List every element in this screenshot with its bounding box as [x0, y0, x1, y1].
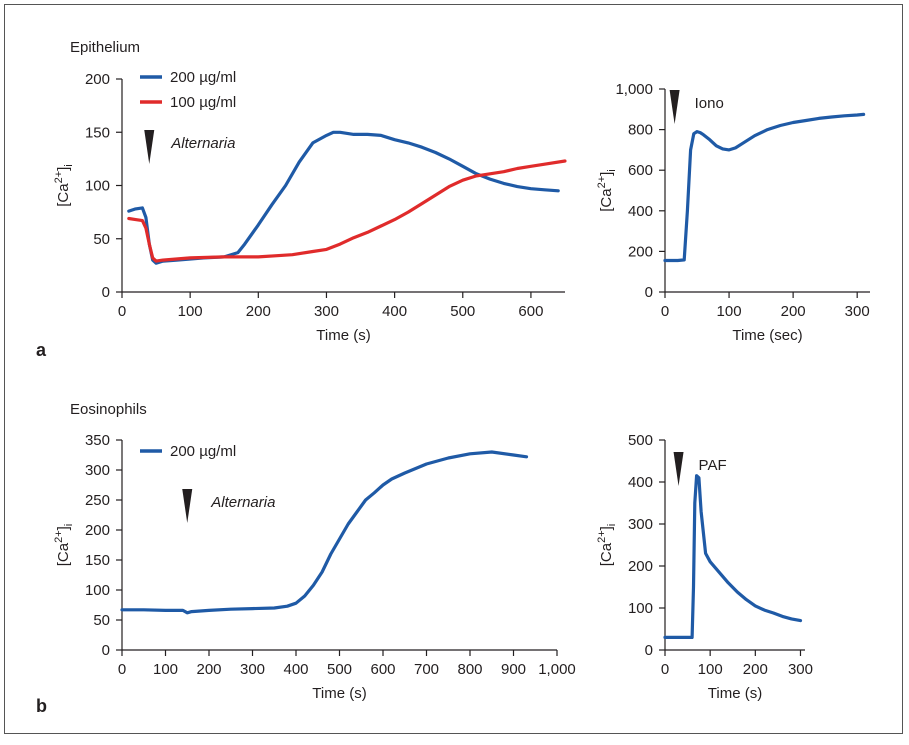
a-right-xtick-label: 100 — [717, 303, 742, 320]
a-left-ytick-label: 200 — [85, 71, 110, 88]
a-right-ytick-label: 600 — [628, 162, 653, 179]
b-right-series-0-line — [663, 474, 803, 639]
a-left-xlabel: Time (s) — [316, 327, 370, 344]
b-left-ytick-label: 350 — [85, 432, 110, 449]
b-left-annotation-0: Alternaria — [210, 494, 275, 511]
a-right-xtick-label: 200 — [781, 303, 806, 320]
a-right-series-0-line — [663, 112, 866, 263]
b-left-xtick-label: 900 — [501, 661, 526, 678]
b-left-ytick-label: 100 — [85, 582, 110, 599]
b-left-xtick-label: 200 — [196, 661, 221, 678]
b-left-ytick-label: 300 — [85, 462, 110, 479]
b-right-xlabel: Time (s) — [708, 685, 762, 702]
b-left-xtick-label: 1,000 — [538, 661, 576, 678]
a-right-ytick-label: 1,000 — [615, 81, 653, 98]
b-left-xtick-label: 500 — [327, 661, 352, 678]
a-right-stimulus-marker-icon — [669, 90, 680, 124]
a-left-annotation-0: Alternaria — [170, 135, 235, 152]
b-right-stimulus-marker-icon — [673, 452, 684, 486]
a-right-annotation-0: Iono — [695, 95, 724, 112]
a-left-ytick-label: 150 — [85, 124, 110, 141]
b-left-ylabel: [Ca2+]i — [53, 524, 75, 567]
a-left-stimulus-marker-icon — [144, 130, 155, 164]
a-left-xtick-label: 600 — [518, 303, 543, 320]
a-right-ytick-label: 0 — [645, 284, 653, 301]
b-left-ytick-label: 200 — [85, 522, 110, 539]
b-left-ytick-label: 0 — [102, 642, 110, 659]
b-right-ytick-label: 300 — [628, 516, 653, 533]
b-left-ytick-label: 50 — [93, 612, 110, 629]
b-left-xtick-label: 300 — [240, 661, 265, 678]
panel-letter-b: b — [36, 696, 47, 716]
b-right-xtick-label: 100 — [698, 661, 723, 678]
a-left-ytick-label: 0 — [102, 284, 110, 301]
a-right-xlabel: Time (sec) — [732, 327, 802, 344]
b-left-stimulus-marker-icon — [182, 489, 193, 523]
b-right-ytick-label: 400 — [628, 474, 653, 491]
b-left-xtick-label: 100 — [153, 661, 178, 678]
a-left-title: Epithelium — [70, 39, 140, 56]
b-left-xtick-label: 700 — [414, 661, 439, 678]
b-right-xtick-label: 300 — [788, 661, 813, 678]
a-right-ytick-label: 200 — [628, 243, 653, 260]
a-left-series-0-line — [127, 130, 560, 265]
b-right-xtick-label: 200 — [743, 661, 768, 678]
a-right-ylabel: [Ca2+]i — [596, 169, 618, 212]
a-left-ytick-label: 50 — [93, 231, 110, 248]
b-right-annotation-0: PAF — [699, 457, 727, 474]
a-left-ylabel: [Ca2+]i — [53, 164, 75, 207]
b-right-ylabel: [Ca2+]i — [596, 524, 618, 567]
b-right-ytick-label: 200 — [628, 558, 653, 575]
a-left-xtick-label: 100 — [178, 303, 203, 320]
b-left-series-0-line — [120, 450, 529, 615]
a-right-xtick-label: 300 — [845, 303, 870, 320]
a-right-ytick-label: 800 — [628, 122, 653, 139]
a-left-series-1-line — [127, 159, 567, 263]
a-left-xtick-label: 200 — [246, 303, 271, 320]
b-left-ytick-label: 250 — [85, 492, 110, 509]
b-left-xlabel: Time (s) — [312, 685, 366, 702]
a-left-xtick-label: 0 — [118, 303, 126, 320]
a-right-ytick-label: 400 — [628, 203, 653, 220]
a-left-xtick-label: 400 — [382, 303, 407, 320]
panel-letter-a: a — [36, 340, 47, 360]
b-right-ytick-label: 500 — [628, 432, 653, 449]
a-left-legend-label-1: 100 µg/ml — [170, 94, 236, 111]
a-left-xtick-label: 300 — [314, 303, 339, 320]
b-left-xtick-label: 0 — [118, 661, 126, 678]
b-right-ytick-label: 100 — [628, 600, 653, 617]
b-left-xtick-label: 400 — [283, 661, 308, 678]
a-left-xtick-label: 500 — [450, 303, 475, 320]
b-left-legend-label-0: 200 µg/ml — [170, 443, 236, 460]
b-left-xtick-label: 800 — [457, 661, 482, 678]
a-left-legend-label-0: 200 µg/ml — [170, 69, 236, 86]
a-left-ytick-label: 100 — [85, 178, 110, 195]
b-right-xtick-label: 0 — [661, 661, 669, 678]
a-right-xtick-label: 0 — [661, 303, 669, 320]
b-left-title: Eosinophils — [70, 401, 147, 418]
b-left-xtick-label: 600 — [370, 661, 395, 678]
b-left-ytick-label: 150 — [85, 552, 110, 569]
b-right-ytick-label: 0 — [645, 642, 653, 659]
